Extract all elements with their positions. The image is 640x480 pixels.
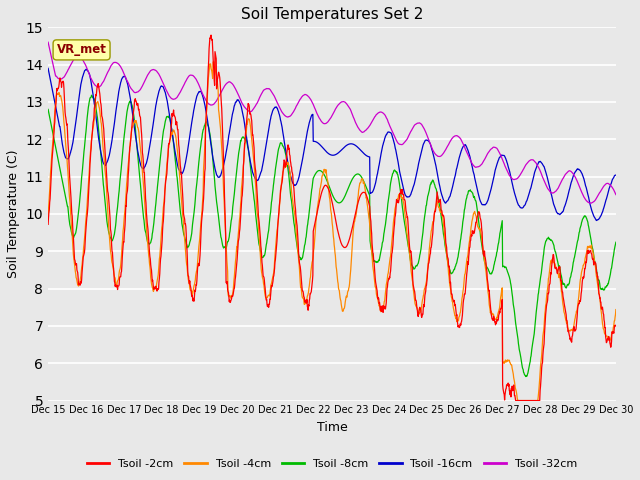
Text: VR_met: VR_met xyxy=(56,43,106,57)
Y-axis label: Soil Temperature (C): Soil Temperature (C) xyxy=(7,150,20,278)
X-axis label: Time: Time xyxy=(317,421,348,434)
Title: Soil Temperatures Set 2: Soil Temperatures Set 2 xyxy=(241,7,423,22)
Legend: Tsoil -2cm, Tsoil -4cm, Tsoil -8cm, Tsoil -16cm, Tsoil -32cm: Tsoil -2cm, Tsoil -4cm, Tsoil -8cm, Tsoi… xyxy=(83,455,582,474)
